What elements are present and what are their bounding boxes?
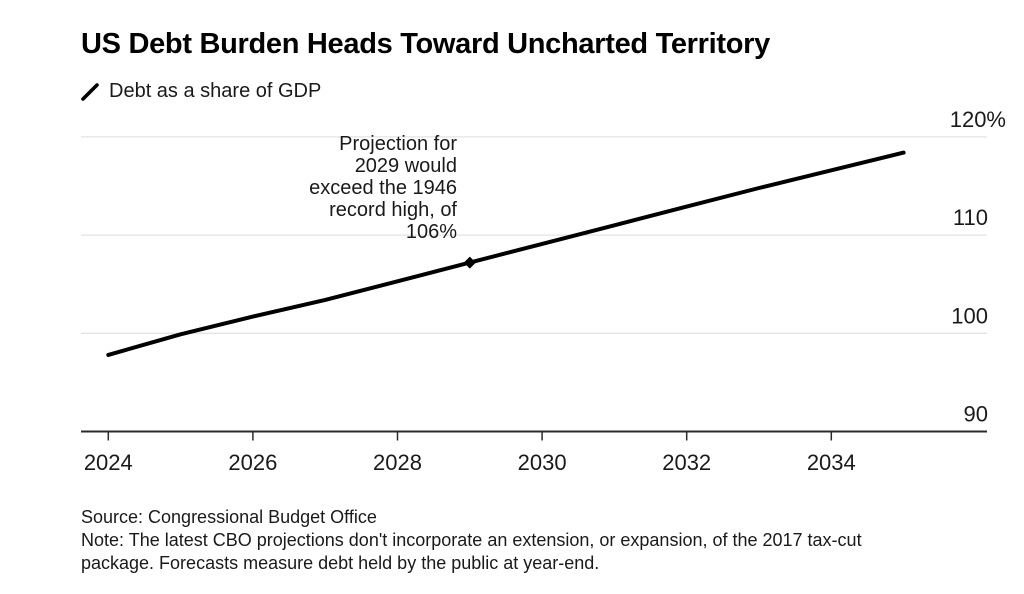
- y-tick-label: 100: [951, 303, 988, 328]
- footer-notes: Source: Congressional Budget Office Note…: [81, 506, 921, 575]
- note-text: Note: The latest CBO projections don't i…: [81, 530, 862, 573]
- x-tick-label: 2034: [807, 450, 856, 475]
- x-tick-label: 2032: [662, 450, 711, 475]
- debt-line: [106, 150, 906, 357]
- line-sample-icon: [81, 82, 99, 101]
- source-text: Source: Congressional Budget Office: [81, 507, 377, 527]
- y-tick-label: 110: [953, 205, 988, 230]
- y-tick-label: 90: [964, 402, 988, 427]
- x-tick-label: 2024: [84, 450, 133, 475]
- annotation-line: 106%: [405, 221, 457, 243]
- highlight-marker: [463, 256, 476, 269]
- y-tick-label: 120%: [950, 107, 1006, 132]
- legend-label: Debt as a share of GDP: [109, 80, 322, 102]
- legend: Debt as a share of GDP: [81, 80, 321, 103]
- annotation-line: 2029 would: [354, 155, 457, 177]
- chart-title: US Debt Burden Heads Toward Uncharted Te…: [81, 28, 770, 60]
- x-tick-label: 2028: [373, 450, 422, 475]
- annotation-callout: Projection for 2029 would exceed the 194…: [309, 133, 457, 243]
- annotation-line: Projection for: [339, 133, 457, 155]
- x-tick-label: 2030: [518, 450, 567, 475]
- annotation-line: exceed the 1946: [309, 177, 457, 199]
- x-tick-label: 2026: [228, 450, 277, 475]
- annotation-line: record high, of: [329, 199, 457, 221]
